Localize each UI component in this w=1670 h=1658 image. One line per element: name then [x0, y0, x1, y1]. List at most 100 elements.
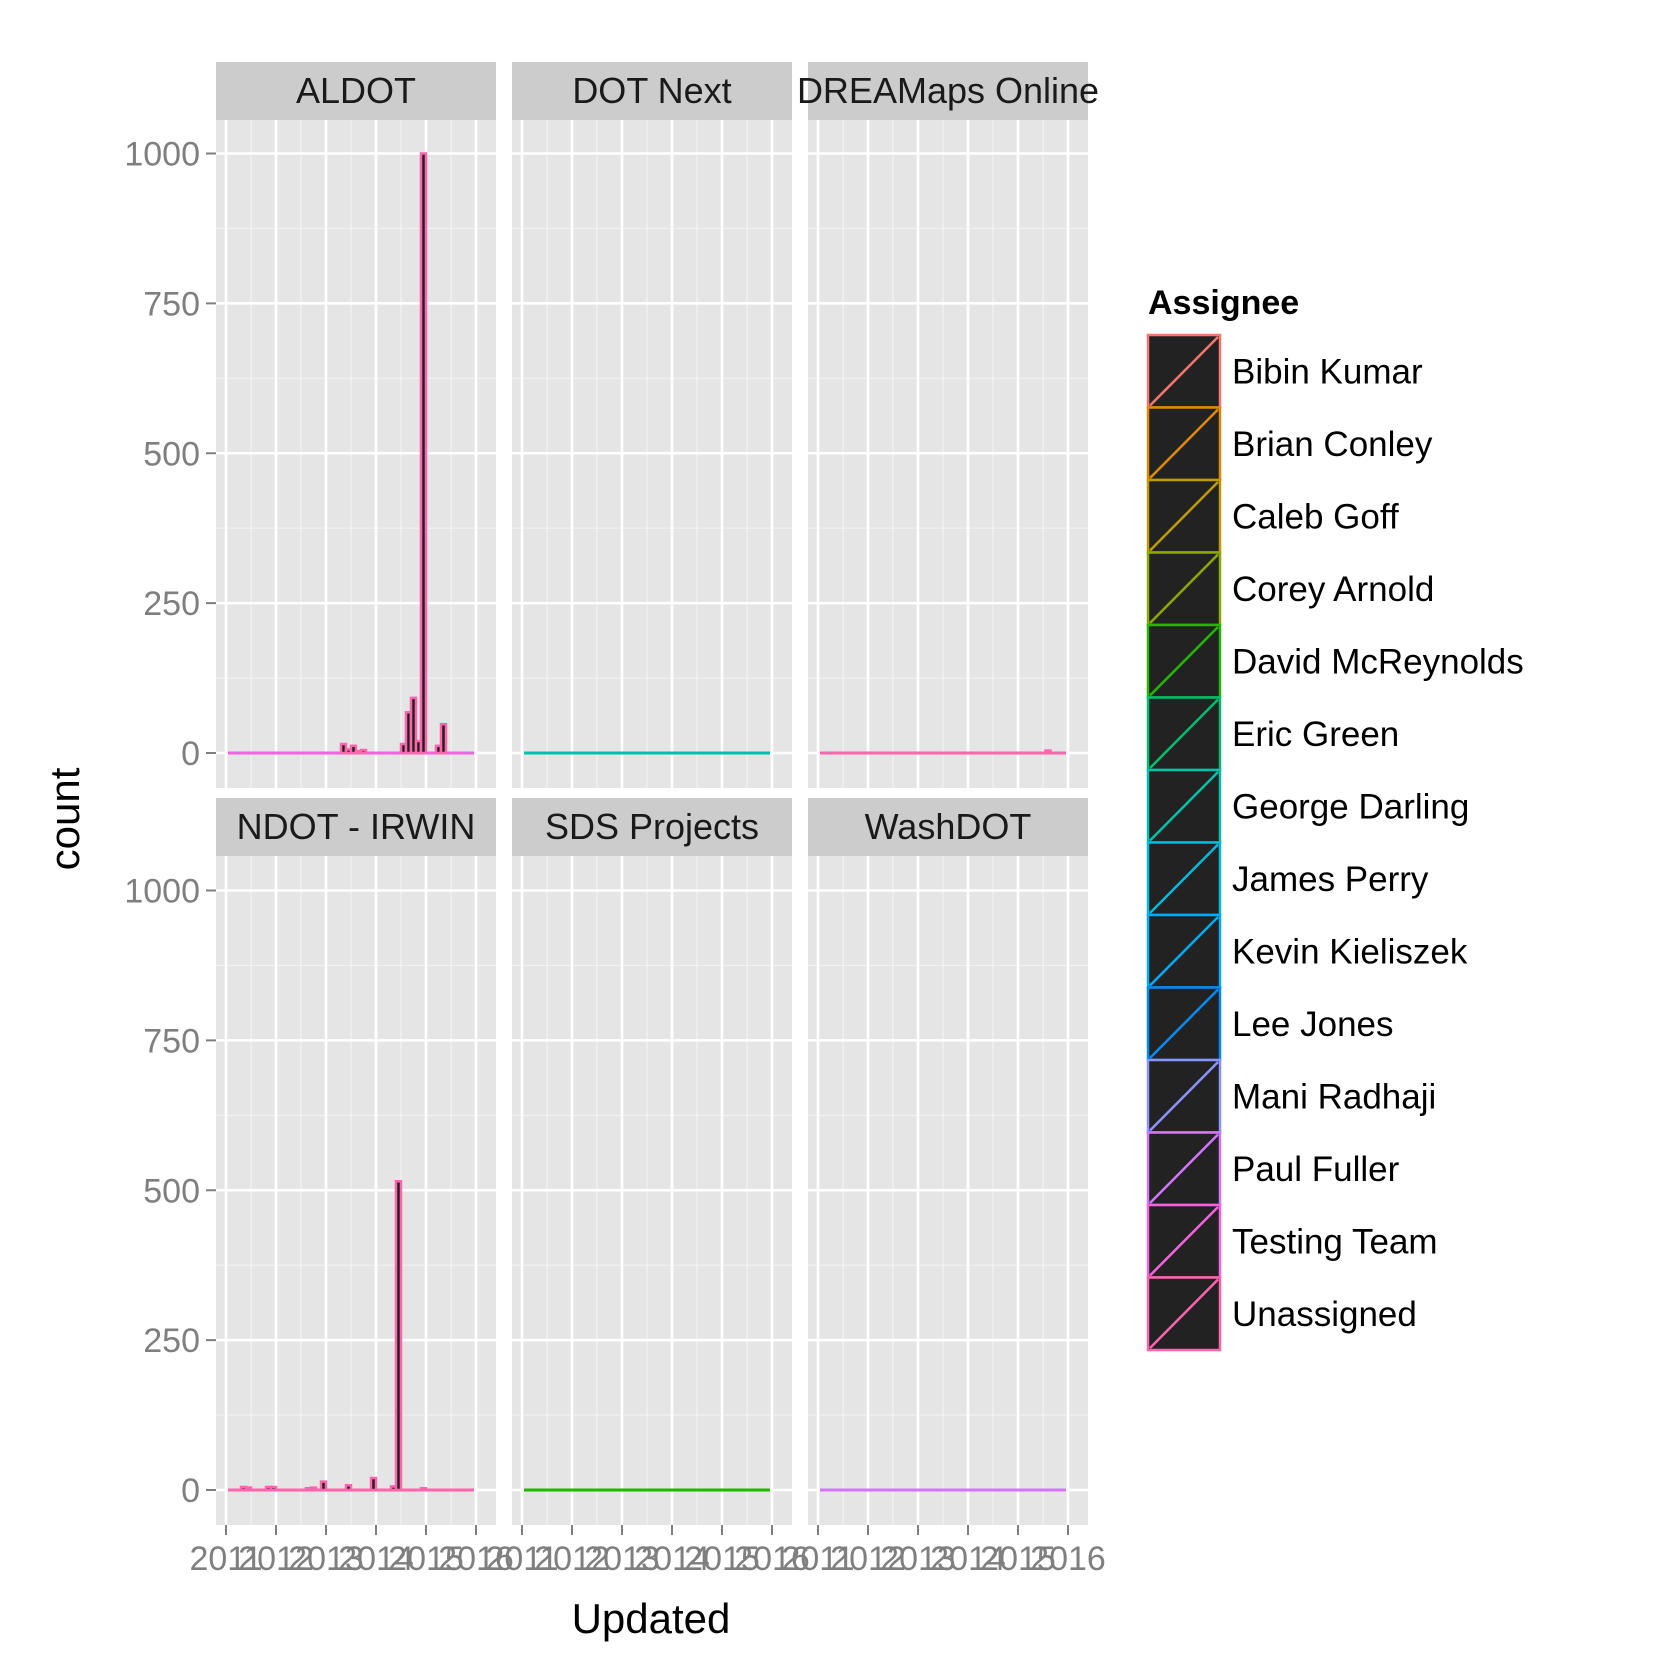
legend-item: Eric Green — [1146, 696, 1399, 772]
histogram-bar — [319, 1480, 328, 1492]
legend-key-slash — [1149, 916, 1219, 987]
histogram-bar — [269, 1485, 278, 1492]
x-axis-title: Updated — [572, 1595, 731, 1642]
x-tick-label: 2011 — [189, 1540, 262, 1578]
legend-label: George Darling — [1232, 787, 1469, 826]
facet-strip — [808, 798, 1088, 856]
legend-item: Paul Fuller — [1146, 1131, 1400, 1207]
legend-label: Bibin Kumar — [1232, 352, 1423, 391]
histogram-bar — [394, 1180, 403, 1492]
y-tick-label: 1000 — [124, 873, 200, 911]
x-tick-label: 2015 — [388, 1540, 464, 1578]
legend-key-slash — [1149, 553, 1219, 624]
x-tick-label: 2013 — [880, 1540, 956, 1578]
legend-key-slash — [1149, 771, 1219, 842]
legend-item: Corey Arnold — [1146, 551, 1434, 627]
histogram-bar — [369, 1476, 378, 1492]
legend-label: Brian Conley — [1232, 425, 1433, 464]
legend-label: Eric Green — [1232, 715, 1399, 754]
facet-panel-dreamaps-online: DREAMaps Online — [797, 62, 1099, 788]
facet-panel-dot-next: DOT Next — [512, 62, 792, 788]
legend-key-slash — [1149, 988, 1219, 1059]
facet-strip — [808, 62, 1088, 120]
legend-item: James Perry — [1146, 841, 1429, 917]
x-tick-label: 2013 — [584, 1540, 660, 1578]
legend-label: Kevin Kieliszek — [1232, 932, 1468, 971]
y-tick-label: 0 — [181, 1472, 200, 1510]
legend-label: Mani Radhaji — [1232, 1077, 1436, 1116]
legend-key-slash — [1149, 698, 1219, 769]
legend-label: Lee Jones — [1232, 1005, 1394, 1044]
x-tick-label: 2014 — [634, 1540, 710, 1578]
x-tick-label: 2016 — [1030, 1540, 1106, 1578]
y-tick-label: 1000 — [124, 136, 200, 174]
legend: Assignee Bibin Kumar Brian Conley Caleb Gof… — [1146, 284, 1524, 1352]
legend-label: Testing Team — [1232, 1222, 1438, 1261]
facet-strip-label: WashDOT — [865, 806, 1032, 847]
facet-panel-ndot-irwin: NDOT - IRWIN0250500750100020112012201320… — [124, 798, 514, 1578]
histogram-bar — [244, 1486, 253, 1492]
y-tick-label: 250 — [143, 1322, 200, 1360]
legend-item: Caleb Goff — [1146, 478, 1399, 554]
histogram-bar — [419, 1486, 428, 1492]
facet-strip — [512, 798, 792, 856]
x-tick-label: 2014 — [930, 1540, 1006, 1578]
x-tick-label: 2012 — [238, 1540, 314, 1578]
legend-label: Corey Arnold — [1232, 570, 1434, 609]
legend-key-slash — [1149, 336, 1219, 407]
histogram-bar — [1044, 749, 1052, 755]
legend-key-slash — [1149, 1061, 1219, 1132]
facet-strip-label: DREAMaps Online — [797, 70, 1099, 111]
y-tick-label: 250 — [143, 585, 200, 623]
histogram-bar — [419, 152, 428, 755]
y-axis-title: count — [41, 767, 88, 870]
histogram-bar — [344, 1483, 353, 1492]
y-tick-label: 750 — [143, 1022, 200, 1060]
legend-item: Testing Team — [1146, 1203, 1438, 1279]
legend-item: Unassigned — [1146, 1276, 1417, 1352]
facet-strip-label: SDS Projects — [545, 806, 759, 847]
legend-title: Assignee — [1148, 284, 1299, 322]
x-tick-label: 2012 — [830, 1540, 906, 1578]
facet-strip — [216, 62, 496, 120]
legend-key-slash — [1149, 1133, 1219, 1204]
histogram-bar — [409, 696, 418, 755]
legend-key-slash — [1149, 1278, 1219, 1349]
legend-key-slash — [1149, 408, 1219, 479]
facet-strip — [512, 62, 792, 120]
x-tick-label: 2015 — [980, 1540, 1056, 1578]
legend-item: George Darling — [1146, 768, 1469, 844]
legend-item: Lee Jones — [1146, 986, 1394, 1062]
legend-label: Caleb Goff — [1232, 497, 1399, 536]
histogram-bar — [439, 722, 448, 755]
y-tick-label: 750 — [143, 285, 200, 323]
x-tick-label: 2015 — [684, 1540, 760, 1578]
x-tick-label: 2013 — [288, 1540, 364, 1578]
y-tick-label: 0 — [181, 735, 200, 773]
x-tick-label: 2016 — [734, 1540, 810, 1578]
legend-key-slash — [1149, 1206, 1219, 1277]
legend-key-slash — [1149, 481, 1219, 552]
facet-strip-label: NDOT - IRWIN — [237, 806, 476, 847]
legend-label: Paul Fuller — [1232, 1150, 1400, 1189]
legend-item: Kevin Kieliszek — [1146, 913, 1468, 989]
facet-strip — [216, 798, 496, 856]
y-tick-label: 500 — [143, 435, 200, 473]
legend-item: Mani Radhaji — [1146, 1058, 1436, 1134]
legend-label: James Perry — [1232, 860, 1429, 899]
legend-label: Unassigned — [1232, 1295, 1417, 1334]
legend-key-slash — [1149, 626, 1219, 697]
y-tick-label: 500 — [143, 1172, 200, 1210]
x-tick-label: 2016 — [438, 1540, 514, 1578]
legend-item: Bibin Kumar — [1146, 333, 1423, 409]
x-tick-label: 2014 — [338, 1540, 414, 1578]
histogram-bar — [309, 1486, 318, 1492]
legend-item: Brian Conley — [1146, 406, 1433, 482]
histogram-bar — [359, 748, 368, 755]
legend-key-slash — [1149, 843, 1219, 914]
facet-strip-label: DOT Next — [572, 70, 731, 111]
